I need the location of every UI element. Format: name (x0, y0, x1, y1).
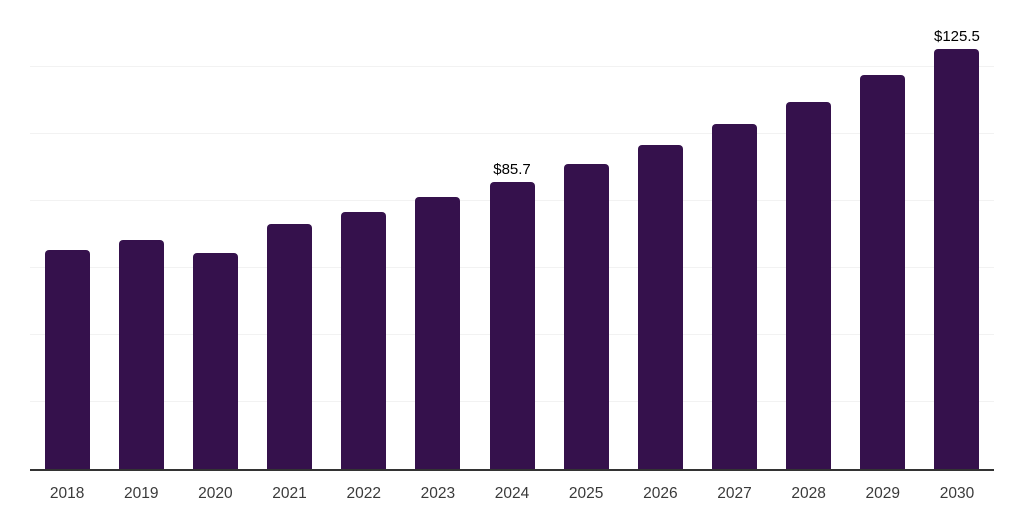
bar-2030 (934, 48, 980, 469)
bars-container: $85.7 $125.5 (30, 0, 994, 469)
x-tick-label-2021: 2021 (272, 485, 307, 502)
bar-cell-2026 (623, 0, 697, 469)
bar-2020 (192, 252, 238, 469)
x-tick-label-2019: 2019 (123, 485, 159, 502)
bar-2029 (860, 75, 906, 469)
x-tick-label-2027: 2027 (717, 485, 752, 502)
x-tick-label-2025: 2025 (568, 485, 604, 502)
bar-2027 (711, 123, 757, 469)
bar-cell-2019 (104, 0, 178, 469)
gridline-120 (30, 66, 994, 67)
plot-area: $85.7 $125.5 (30, 0, 994, 471)
bar-cell-2028 (772, 0, 846, 469)
bar-2026 (637, 145, 683, 469)
bar-cell-2024: $85.7 (475, 0, 549, 469)
x-tick-label-2030: 2030 (939, 485, 975, 502)
bar-2024 (489, 181, 535, 469)
bar-cell-2020 (178, 0, 252, 469)
x-tick-label-2022: 2022 (346, 485, 381, 502)
x-tick-label-2018: 2018 (49, 485, 85, 502)
bar-2018 (44, 249, 90, 469)
bar-2025 (563, 163, 609, 469)
x-tick-label-2023: 2023 (420, 485, 456, 502)
gridline-100 (30, 133, 994, 134)
bar-2022 (341, 212, 387, 469)
x-tick-label-2024: 2024 (494, 485, 530, 502)
x-axis-labels: 2018 2019 2020 2021 2022 2023 2024 2025 2026 2027… (30, 483, 994, 505)
bar-cell-2018 (30, 0, 104, 469)
data-label-2024: $85.7 (493, 160, 531, 178)
x-tick-label-2029: 2029 (865, 485, 901, 502)
bar-cell-2025 (549, 0, 623, 469)
bar-2019 (118, 239, 164, 469)
bar-cell-2023 (401, 0, 475, 469)
x-tick-label-2020: 2020 (198, 485, 233, 502)
bar-cell-2022 (327, 0, 401, 469)
bar-cell-2030: $125.5 (920, 0, 994, 469)
x-tick-label-2026: 2026 (643, 485, 678, 502)
bar-cell-2029 (846, 0, 920, 469)
bar-cell-2027 (697, 0, 771, 469)
bar-2028 (786, 101, 832, 469)
x-tick-label-2028: 2028 (791, 485, 826, 502)
data-label-2030: $125.5 (934, 27, 980, 45)
bar-cell-2021 (252, 0, 326, 469)
bar-2023 (415, 196, 461, 469)
bar-2021 (267, 223, 313, 469)
